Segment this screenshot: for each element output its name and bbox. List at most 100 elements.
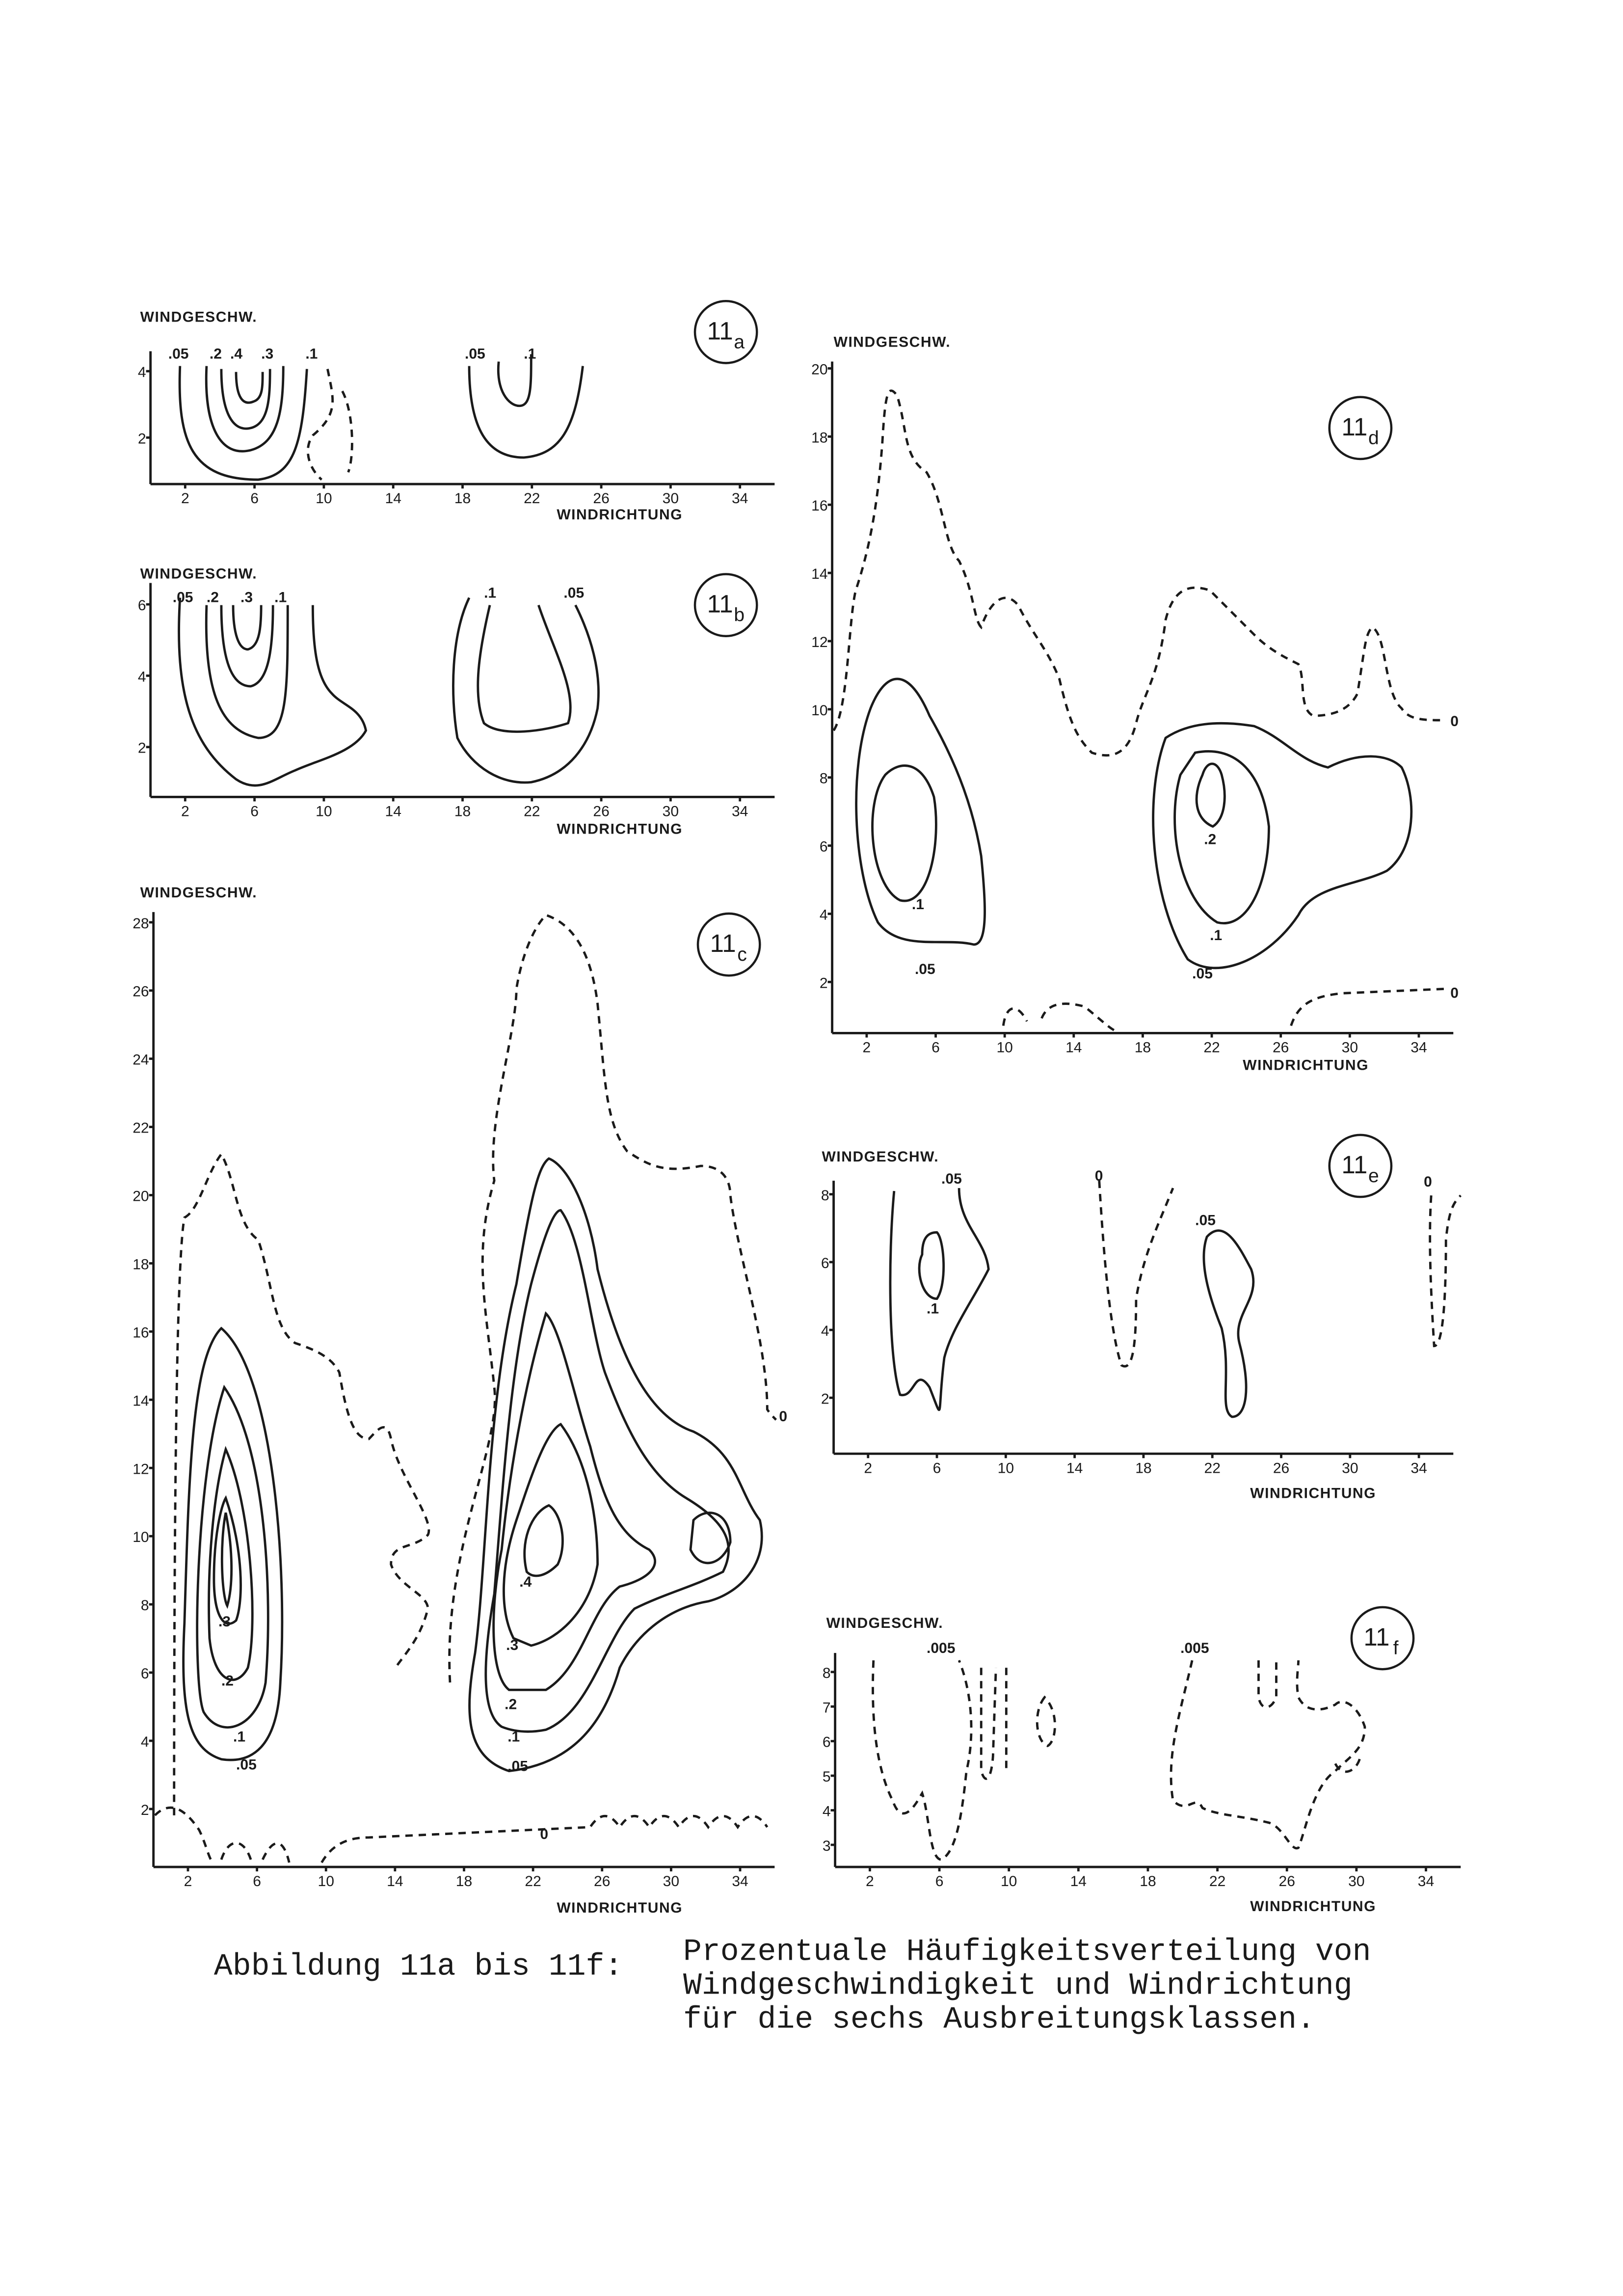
y-tick-label: 20 <box>133 1189 149 1205</box>
x-tick-label: 22 <box>1209 1873 1225 1890</box>
panel: 2 6 10 14 18 22 26 30 3424WINDGESCHW.WINDRICHTUN… <box>138 300 775 523</box>
x-tick-label: 6 <box>931 1040 940 1056</box>
panel: 2 6 10 14 18 22 26 30 34246WINDGESCHW.WINDRICHTU… <box>138 566 775 837</box>
y-tick-label: 22 <box>133 1120 149 1136</box>
x-tick-label: 2 <box>866 1873 874 1890</box>
contour-line <box>980 1668 1008 1780</box>
panel: 2 6 10 14 18 22 26 30 34246810121416182022242628… <box>133 885 787 1916</box>
contour-label: 0 <box>1095 1168 1103 1184</box>
contour-line <box>484 1209 730 1733</box>
panel-tag-letter: f <box>1393 1638 1399 1659</box>
x-tick-label: 18 <box>454 804 471 820</box>
panel-tag-circle <box>696 912 761 977</box>
contour-line <box>872 1660 973 1861</box>
y-tick-label: 12 <box>133 1461 149 1477</box>
contour-line <box>1036 1695 1056 1748</box>
contour-label: .05 <box>563 585 584 601</box>
y-tick-label: 4 <box>820 907 828 923</box>
contour-line <box>468 1157 763 1773</box>
contour-line <box>213 1495 242 1625</box>
contour-label: .05 <box>941 1171 962 1187</box>
y-tick-label: 28 <box>133 916 149 932</box>
contour-line <box>452 597 600 784</box>
x-axis-label: WINDRICHTUNG <box>1250 1485 1376 1501</box>
y-tick-label: 20 <box>811 361 827 378</box>
panel-tag-letter: e <box>1368 1165 1379 1187</box>
x-tick-label: 22 <box>524 804 540 820</box>
x-tick-label: 6 <box>250 804 259 820</box>
contour-line <box>689 1512 732 1565</box>
y-tick-label: 4 <box>138 669 146 685</box>
x-tick-label: 26 <box>1273 1460 1289 1476</box>
caption-line: Prozentuale Häufigkeitsverteilung von <box>683 1934 1371 1969</box>
contour-label: .4 <box>519 1574 532 1590</box>
y-tick-label: 6 <box>823 1734 831 1751</box>
contour-line <box>523 1504 564 1577</box>
panel-tag-number: 11 <box>1363 1623 1389 1651</box>
contour-line <box>182 1326 284 1761</box>
contour-line <box>503 1423 599 1647</box>
x-tick-label: 6 <box>253 1873 261 1890</box>
contour-label: .05 <box>168 346 189 362</box>
x-tick-label: 10 <box>998 1460 1014 1476</box>
y-tick-label: 16 <box>811 498 827 514</box>
y-tick-label: 2 <box>821 1391 829 1407</box>
y-axis-label: WINDGESCHW. <box>140 566 258 582</box>
y-tick-label: 4 <box>821 1323 829 1339</box>
x-tick-label: 6 <box>250 490 259 507</box>
contour-label: .1 <box>912 896 924 913</box>
x-tick-label: 34 <box>732 804 748 820</box>
contour-line <box>220 1513 233 1609</box>
x-tick-label: 18 <box>456 1873 472 1890</box>
contour-label: .3 <box>506 1637 518 1653</box>
y-axis-label: WINDGESCHW. <box>826 1615 944 1631</box>
panel: 2 6 10 14 18 22 26 30 342468WINDGESCHW.WINDRICHT… <box>821 1134 1462 1501</box>
x-tick-label: 34 <box>1410 1040 1427 1056</box>
contour-line <box>497 354 532 407</box>
x-tick-label: 26 <box>593 490 609 507</box>
y-tick-label: 8 <box>823 1665 831 1681</box>
contour-label: 0 <box>1424 1174 1432 1190</box>
panel-tag-circle <box>1328 396 1393 460</box>
contour-line <box>889 1188 990 1411</box>
contour-label: .2 <box>1204 832 1216 848</box>
contour-label: .05 <box>507 1758 528 1775</box>
contour-line <box>1429 1194 1462 1348</box>
panel: 2 6 10 14 18 22 26 30 34345678WINDGESCHW.WINDRIC… <box>823 1606 1461 1915</box>
y-axis-label: WINDGESCHW. <box>140 885 258 901</box>
x-tick-label: 26 <box>1279 1873 1295 1890</box>
y-tick-label: 7 <box>823 1700 831 1716</box>
panel-tag-number: 11 <box>707 590 733 618</box>
x-tick-label: 6 <box>935 1873 944 1890</box>
panel-tag-letter: a <box>734 332 745 353</box>
caption-line: für die sechs Ausbreitungsklassen. <box>683 2002 1315 2037</box>
contour-line <box>1152 722 1413 970</box>
contour-line <box>1257 1660 1362 1773</box>
x-tick-label: 18 <box>454 490 471 507</box>
contour-line <box>205 366 285 453</box>
y-tick-label: 2 <box>138 431 146 447</box>
contour-label: .05 <box>915 961 935 977</box>
contour-label: .05 <box>1195 1212 1216 1228</box>
y-tick-label: 26 <box>133 984 149 1000</box>
x-axis-label: WINDRICHTUNG <box>557 821 683 837</box>
y-tick-label: 2 <box>138 740 146 756</box>
x-tick-label: 2 <box>863 1040 871 1056</box>
contour-label: .1 <box>305 346 318 362</box>
panel-tag-letter: c <box>737 944 747 965</box>
contour-line <box>232 605 263 651</box>
x-tick-label: 30 <box>1348 1873 1364 1890</box>
y-axis-label: WINDGESCHW. <box>140 309 258 325</box>
x-tick-label: 30 <box>663 1873 679 1890</box>
contour-line <box>871 764 937 902</box>
y-tick-label: 14 <box>811 566 827 582</box>
x-tick-label: 18 <box>1135 1460 1151 1476</box>
contour-label: .4 <box>230 346 242 362</box>
x-tick-label: 14 <box>1070 1873 1087 1890</box>
contour-line <box>208 1446 254 1681</box>
y-tick-label: 8 <box>821 1188 829 1204</box>
y-tick-label: 10 <box>133 1529 149 1545</box>
x-tick-label: 2 <box>864 1460 872 1476</box>
contour-line <box>341 390 353 473</box>
y-tick-label: 6 <box>821 1255 829 1271</box>
